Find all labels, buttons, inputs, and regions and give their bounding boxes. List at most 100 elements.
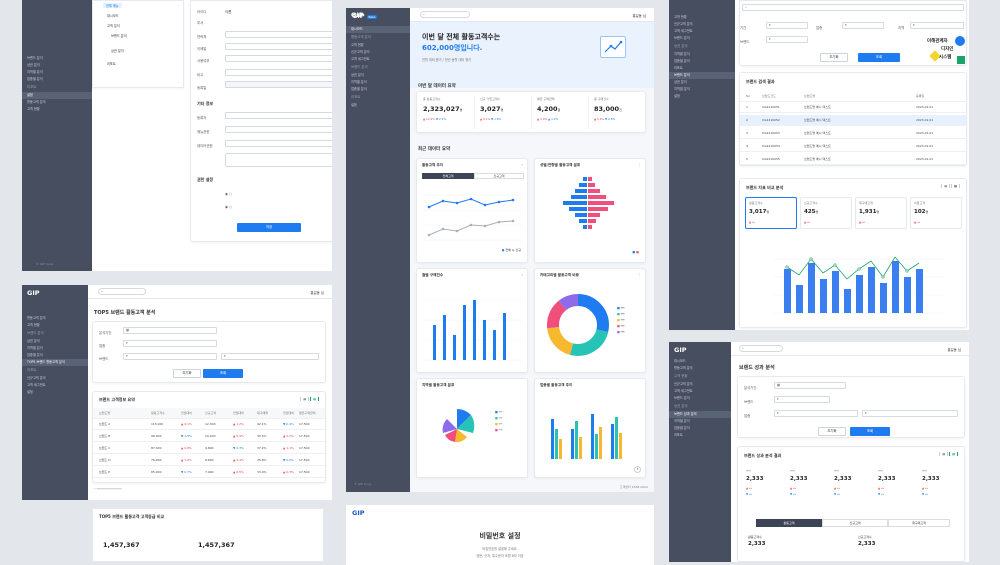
tab[interactable]: 신규고객 bbox=[822, 519, 888, 527]
table-row[interactable]: 브랜드 E 65,000 ▼ 0.7% 7,900 ▲ 0.5% 33.0% ▲ 0.3% 1… bbox=[93, 467, 325, 478]
sidebar-item[interactable]: 업종별 분석 bbox=[674, 59, 690, 63]
region-select[interactable]: ▾ bbox=[910, 22, 964, 29]
sidebar-item[interactable]: 업종별 분석 bbox=[351, 87, 367, 91]
tree-item[interactable]: 브랜드 분석 bbox=[111, 34, 127, 38]
tab[interactable]: 재구매고객 bbox=[888, 519, 950, 527]
sidebar-item[interactable]: 활동고객 분석 bbox=[674, 366, 693, 370]
list-row[interactable]: 2 CG4210052 브랜드명 예시 텍스트 2023.01.01 bbox=[740, 115, 966, 126]
tab-active[interactable]: 활동고객 bbox=[756, 519, 822, 527]
category-select[interactable]: ▾ bbox=[842, 22, 884, 29]
sidebar-item[interactable]: 고객 현황 bbox=[351, 43, 364, 47]
user-name[interactable]: 홍길동 님 bbox=[947, 348, 961, 352]
sidebar-item[interactable]: 대시보드 bbox=[674, 359, 686, 363]
sidebar-group[interactable]: 리포트 bbox=[351, 95, 361, 99]
date-field[interactable]: ▦ bbox=[774, 382, 846, 389]
result-tools[interactable]: ▤ ▦ bbox=[939, 452, 958, 456]
sidebar-item[interactable]: 지역별 분석 bbox=[674, 419, 690, 423]
search-button[interactable]: 조회 bbox=[203, 369, 243, 378]
tree-item[interactable]: 리포트 bbox=[107, 62, 116, 66]
kpi-box[interactable]: 신규고객수 425명 ▲ ━━ bbox=[800, 197, 852, 229]
sidebar-item[interactable]: 고객 현황 bbox=[674, 15, 687, 19]
scroll-top-button[interactable]: ↑ bbox=[634, 466, 641, 473]
sidebar-item[interactable]: 활동고객 분석 bbox=[27, 100, 46, 104]
category-select[interactable]: ▾ bbox=[123, 340, 217, 347]
sidebar-item[interactable]: 지역별 분석 bbox=[674, 87, 690, 91]
brand-select[interactable]: ▾ bbox=[774, 396, 830, 403]
list-row[interactable]: 3 CG4210053 브랜드명 예시 텍스트 2023.01.01 bbox=[740, 128, 966, 139]
kpi-box[interactable]: 재구매고객 1,931명 ▲ ━━ bbox=[855, 197, 907, 229]
sidebar-item[interactable]: 설정 bbox=[27, 390, 33, 394]
sidebar-item[interactable]: 상권 분석 bbox=[27, 339, 40, 343]
regdate-field[interactable] bbox=[225, 126, 332, 133]
list-row[interactable]: 5 CG4210055 브랜드명 예시 텍스트 2023.01.01 bbox=[740, 154, 966, 165]
sidebar-item[interactable]: 신규고객 분석 bbox=[27, 376, 46, 380]
sidebar-item[interactable]: 고객 세그먼트 bbox=[351, 57, 370, 61]
phone-field[interactable] bbox=[225, 55, 332, 62]
table-row[interactable]: 브랜드 A 115,000 ▲ 2.1% 12,300 ▲ 1.2% 42.1% ▼ 0.4… bbox=[93, 419, 325, 430]
save-button[interactable]: 저장 bbox=[237, 223, 301, 232]
sidebar-item[interactable]: 고객 세그먼트 bbox=[674, 29, 693, 33]
sidebar-item-active[interactable]: 브랜드 분석 bbox=[669, 72, 735, 79]
sidebar-item[interactable]: 신규고객 분석 bbox=[674, 382, 693, 386]
reset-button[interactable]: 초기화 bbox=[173, 369, 201, 378]
more-icon[interactable]: › bbox=[521, 272, 523, 277]
sidebar-group[interactable]: 브랜드 분석 bbox=[27, 331, 44, 335]
list-row[interactable]: 4 CG4210054 브랜드명 예시 텍스트 2023.01.01 bbox=[740, 141, 966, 152]
tab-new[interactable]: 신규고객 bbox=[474, 173, 524, 179]
search-input[interactable]: ⌕ bbox=[98, 288, 146, 295]
sidebar-item[interactable]: 브랜드 분석 bbox=[674, 36, 690, 40]
brand-select-2[interactable]: ▾ bbox=[221, 353, 319, 360]
sidebar-item[interactable]: 설정 bbox=[351, 103, 357, 107]
sidebar-item[interactable]: 업종별 분석 bbox=[27, 353, 43, 357]
user-name[interactable]: 홍길동 님 bbox=[632, 14, 646, 18]
brand-select[interactable]: ▾ bbox=[123, 353, 217, 360]
dept-field[interactable] bbox=[225, 43, 332, 50]
sidebar-group[interactable]: 상권 분석 bbox=[674, 44, 688, 48]
list-row[interactable]: 1 CG4210051 브랜드명 예시 텍스트 2023.01.01 bbox=[740, 102, 966, 113]
sidebar-item-active[interactable]: TOP5 브랜드 활동고객 분석 bbox=[22, 359, 88, 366]
tree-item[interactable]: 고객 분석 bbox=[107, 24, 120, 28]
sidebar-item-active[interactable]: 설정 bbox=[22, 92, 92, 99]
tree-item-selected[interactable]: 전체 메뉴 bbox=[103, 3, 122, 8]
sidebar-group[interactable]: 리포트 bbox=[27, 368, 37, 372]
search-button[interactable]: 조회 bbox=[850, 427, 890, 436]
textarea-field[interactable] bbox=[225, 153, 332, 167]
table-row[interactable]: 브랜드 C 87,000 ▲ 0.8% 9,800 ▼ 0.3% 37.2% ▲ 1.1% 1… bbox=[93, 443, 325, 454]
kpi-box[interactable]: 이탈고객 102명 ▲ ━━ bbox=[910, 197, 962, 229]
more-icon[interactable]: ⋮ bbox=[637, 162, 641, 167]
search-field[interactable]: ⌕ bbox=[742, 4, 964, 11]
sidebar-item[interactable]: 고객 현황 bbox=[27, 323, 40, 327]
sidebar-item-active[interactable]: 브랜드 성과 분석 bbox=[669, 411, 731, 418]
use-field[interactable] bbox=[225, 81, 332, 88]
reguser-field[interactable] bbox=[225, 140, 332, 147]
note-field[interactable] bbox=[225, 112, 332, 119]
table-tools[interactable]: ▤ ▦ bbox=[300, 397, 319, 401]
sidebar-item[interactable]: 리포트 bbox=[674, 66, 683, 70]
sidebar-group[interactable]: 리포트 bbox=[27, 85, 37, 89]
sidebar-item[interactable]: 설정 bbox=[674, 94, 680, 98]
sidebar-item[interactable]: 업종별 분석 bbox=[674, 426, 690, 430]
sidebar-group[interactable]: 브랜드 분석 bbox=[351, 65, 368, 69]
name-field[interactable] bbox=[225, 31, 332, 38]
more-icon[interactable]: ⋮ bbox=[637, 272, 641, 277]
sidebar-group[interactable]: 활동고객 분석 bbox=[351, 35, 371, 39]
reset-button[interactable]: 초기화 bbox=[818, 427, 846, 436]
table-row[interactable]: 브랜드 B 98,000 ▼ 1.5% 10,200 ▲ 0.9% 39.5% ▲ 0.2%… bbox=[93, 431, 325, 442]
category-select[interactable]: ▾ bbox=[774, 410, 858, 417]
email-field[interactable] bbox=[225, 69, 332, 76]
sidebar-item[interactable]: 활동고객 분석 bbox=[27, 316, 46, 320]
sidebar-item-active[interactable]: 대시보드 bbox=[346, 26, 410, 33]
sidebar-item[interactable]: 신규고객 분석 bbox=[674, 22, 693, 26]
sidebar-item[interactable]: 브랜드 분석 bbox=[674, 396, 690, 400]
tab-all[interactable]: 전체고객 bbox=[422, 173, 474, 179]
sidebar-item[interactable]: 업종별 분석 bbox=[27, 77, 43, 81]
search-input[interactable]: ⌕ bbox=[739, 345, 783, 352]
sidebar-item[interactable]: 고객 현황 bbox=[27, 107, 40, 111]
radio-label[interactable]: ◉ ○ bbox=[225, 205, 232, 209]
sidebar-item[interactable]: 지역별 분석 bbox=[27, 346, 43, 350]
sidebar-item[interactable]: 브랜드 분석 bbox=[27, 56, 43, 60]
radio-label[interactable]: ◉ ○ bbox=[225, 192, 232, 196]
sidebar-item[interactable]: 지역별 분석 bbox=[351, 80, 367, 84]
date-field[interactable]: ▦ bbox=[123, 327, 217, 334]
sidebar-item[interactable]: 지역별 분석 bbox=[674, 52, 690, 56]
